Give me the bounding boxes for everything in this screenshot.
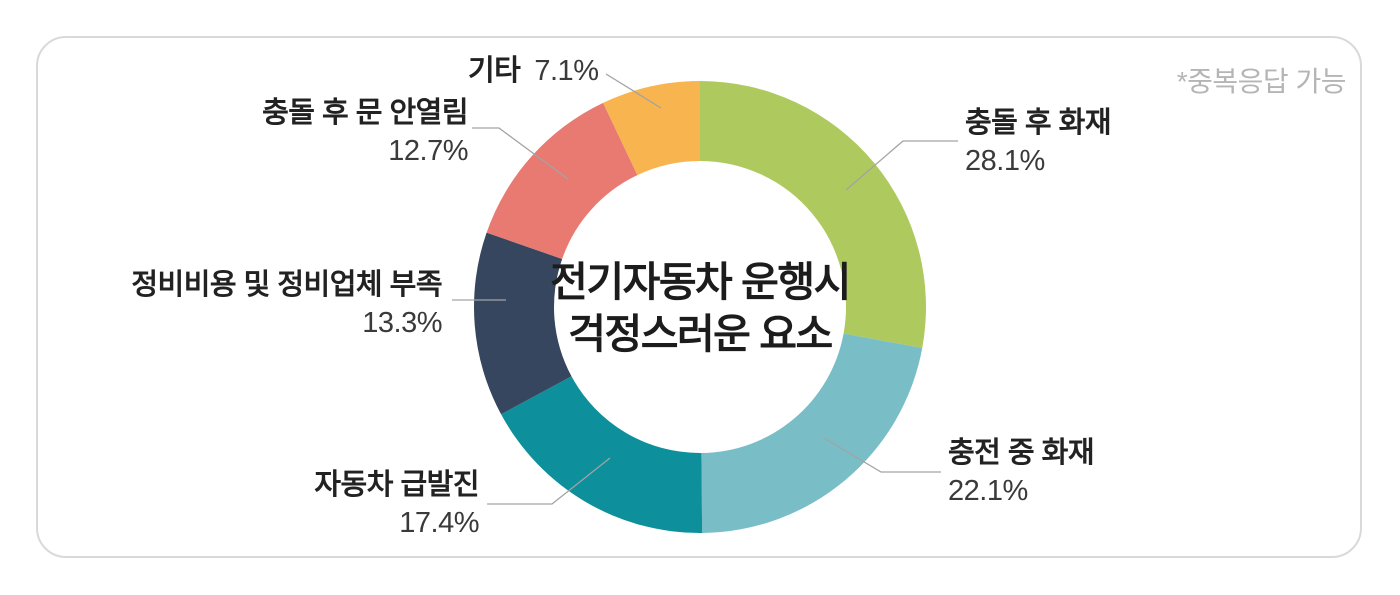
segment-name-3: 정비비용 및 정비업체 부족 (131, 269, 442, 301)
segment-percent-1: 22.1% (948, 475, 1028, 508)
donut-segment-1 (701, 333, 923, 533)
segment-name-1: 충전 중 화재 (948, 437, 1095, 469)
segment-name-2: 자동차 급발진 (314, 469, 479, 501)
segment-label-5: 기타 7.1% (468, 52, 599, 90)
segment-percent-4: 12.7% (388, 135, 468, 168)
multi-response-note: *중복응답 가능 (1176, 66, 1347, 97)
segment-name-0: 충돌 후 화재 (965, 107, 1112, 139)
segment-label-3: 정비비용 및 정비업체 부족 13.3% (131, 266, 442, 343)
segment-label-2: 자동차 급발진 17.4% (314, 466, 479, 543)
segment-percent-5: 7.1% (534, 55, 599, 87)
segment-label-0: 충돌 후 화재 28.1% (965, 104, 1112, 181)
segment-label-4: 충돌 후 문 안열림 12.7% (262, 94, 468, 171)
segment-name-4: 충돌 후 문 안열림 (262, 97, 468, 129)
leader-line-5 (605, 73, 662, 109)
donut-segment-5 (603, 81, 700, 176)
donut-segment-3 (474, 232, 572, 415)
leader-line-2 (487, 457, 611, 505)
chart-center-title: 전기자동차 운행시 걱정스러운 요소 (550, 256, 851, 361)
segment-percent-0: 28.1% (965, 145, 1045, 178)
donut-segment-4 (486, 102, 638, 259)
donut-segment-0 (700, 81, 927, 349)
leader-line-4 (472, 127, 569, 180)
segment-percent-2: 17.4% (399, 507, 479, 540)
segment-label-1: 충전 중 화재 22.1% (948, 434, 1095, 511)
chart-title-line1: 전기자동차 운행시 (550, 259, 851, 305)
donut-segment-2 (501, 376, 703, 533)
segment-percent-3: 13.3% (362, 307, 442, 340)
chart-title-line2: 걱정스러운 요소 (568, 311, 833, 358)
leader-line-1 (823, 437, 941, 473)
leader-line-0 (845, 140, 958, 191)
segment-name-5: 기타 (468, 55, 521, 87)
